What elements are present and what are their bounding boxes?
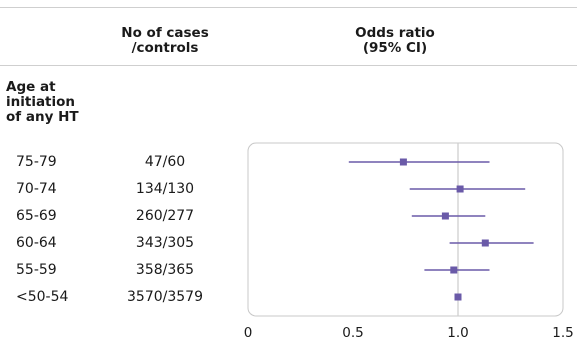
x-tick-label: 0.5 <box>342 325 363 341</box>
row-label: 55-59 <box>16 262 57 278</box>
odds-ratio-marker <box>456 185 464 193</box>
row-cases-controls: 3570/3579 <box>127 289 203 305</box>
row-label: <50-54 <box>16 289 69 305</box>
row-label: 65-69 <box>16 208 57 224</box>
row-label: 70-74 <box>16 181 57 197</box>
row-cases-controls: 343/305 <box>135 235 195 251</box>
odds-ratio-marker <box>450 266 458 274</box>
x-tick-label: 1.5 <box>552 325 573 341</box>
row-cases-controls: 358/365 <box>135 262 195 278</box>
row-label: 75-79 <box>16 154 57 170</box>
header-top-rule <box>0 7 577 8</box>
x-tick-label: 1.0 <box>447 325 468 341</box>
odds-ratio-marker <box>399 158 407 166</box>
header-cases-controls: No of cases /controls <box>121 25 209 56</box>
odds-ratio-marker <box>481 239 489 247</box>
x-tick-label: 0 <box>244 325 253 341</box>
plot-panel <box>247 142 564 317</box>
row-cases-controls: 47/60 <box>144 154 186 170</box>
odds-ratio-marker <box>441 212 449 220</box>
header-odds-ratio: Odds ratio (95% CI) <box>355 25 435 56</box>
header-bottom-rule <box>0 65 577 66</box>
odds-ratio-marker <box>454 293 462 301</box>
row-cases-controls: 260/277 <box>135 208 195 224</box>
group-title: Age at initiation of any HT <box>6 79 79 125</box>
row-cases-controls: 134/130 <box>135 181 195 197</box>
row-label: 60-64 <box>16 235 57 251</box>
